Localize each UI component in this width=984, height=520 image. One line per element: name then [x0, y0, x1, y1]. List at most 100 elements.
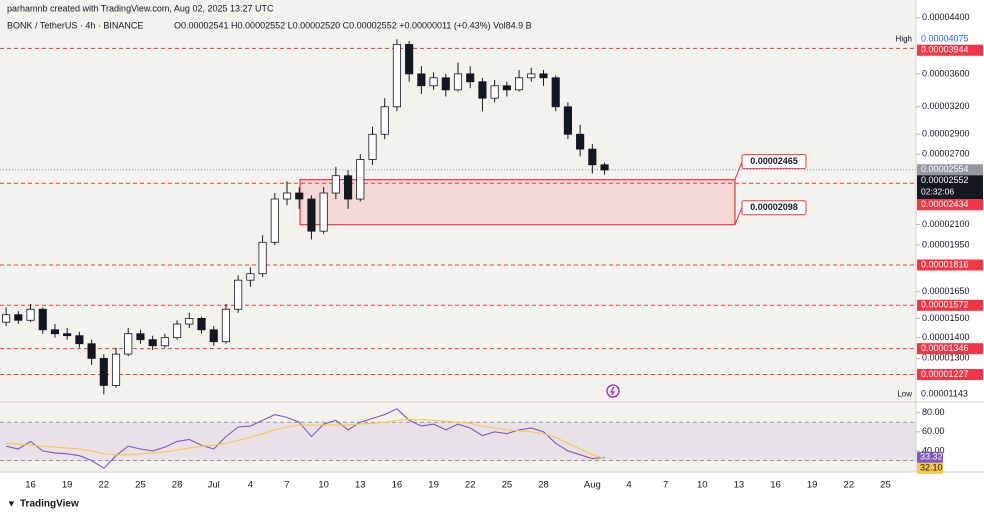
x-tick-label: 4 [248, 480, 253, 491]
low-mark-name: Low [897, 389, 912, 398]
candle-body [307, 198, 316, 232]
high-mark-name: High [896, 34, 912, 43]
level-badge-text: 0.00001572 [921, 300, 969, 310]
candle-body [380, 106, 389, 135]
candle-body [173, 323, 182, 339]
y-tick-label: 80.00 [922, 407, 945, 417]
rsi-band [0, 422, 916, 461]
reference-price-badge-text: 0.00002554 [921, 164, 969, 174]
x-tick-label: 19 [62, 480, 73, 491]
candle-body [63, 333, 72, 337]
candle-body [124, 333, 133, 355]
candle-body [87, 343, 96, 359]
level-badge-text: 0.00001816 [921, 259, 969, 269]
rsi-badge [917, 451, 943, 463]
x-tick-label: 7 [663, 480, 668, 491]
x-tick-label: Jul [208, 480, 220, 491]
candle-body [490, 85, 499, 99]
candle-body [319, 192, 328, 232]
candle-body [75, 335, 84, 345]
brand-logo: ▼ [7, 498, 16, 508]
chart-layer: 0.00004400 0.00003600 0.00003200 0.00002900… [0, 12, 983, 491]
x-tick-label: 22 [844, 480, 855, 491]
candle-body [209, 329, 218, 343]
candle-body [344, 175, 353, 200]
level-badge-text: 0.00002434 [921, 199, 969, 209]
event-icon-bolt [609, 386, 616, 396]
candle-body [295, 192, 304, 200]
x-tick-label: 7 [284, 480, 289, 491]
candle-body [185, 318, 194, 325]
level-badge [917, 199, 983, 211]
x-tick-label: 19 [807, 480, 818, 491]
candle-body [234, 279, 243, 310]
level-badge [917, 44, 983, 56]
level-badge [917, 369, 983, 381]
x-tick-label: Aug [584, 480, 601, 491]
candle-body [405, 44, 414, 75]
x-tick-label: 4 [626, 480, 631, 491]
candle-body [270, 198, 279, 243]
zone-connector [734, 207, 743, 225]
candle-body [356, 159, 365, 200]
candle-body [99, 357, 108, 386]
candle-body [502, 85, 511, 91]
candle-body [14, 314, 23, 321]
candle-body [466, 73, 475, 83]
last-price-badge [917, 175, 983, 200]
x-tick-label: 25 [502, 480, 513, 491]
level-badge [917, 259, 983, 271]
candle-body [453, 73, 463, 91]
low-mark-badge [917, 388, 983, 400]
zone-label: 0.00002098 [750, 202, 798, 212]
zone [299, 179, 736, 226]
candle-body [282, 192, 292, 200]
symbol: BONK / TetherUS · 4h · BINANCE [7, 20, 143, 30]
reference-price-badge [917, 164, 983, 176]
level-badge [917, 299, 983, 311]
y-tick-label: 40.00 [922, 445, 945, 455]
rsi-line [6, 418, 605, 460]
candle-body [197, 318, 206, 331]
x-tick-label: 16 [25, 480, 36, 491]
last-price-badge-text: 0.00002552 [921, 175, 969, 185]
rsi-badge-text: 32.10 [920, 463, 943, 473]
event-icon[interactable] [606, 384, 620, 398]
rsi-badge-text: 33.32 [920, 452, 943, 462]
candle-body [600, 164, 609, 171]
brand: TradingView [20, 499, 79, 510]
y-tick-label: 0.00002100 [922, 219, 970, 229]
candle-body [368, 133, 377, 160]
candle-body [551, 77, 560, 108]
candle-body [417, 73, 426, 87]
zone-label-box [741, 154, 807, 170]
candle-body [246, 273, 255, 281]
x-tick-label: 16 [770, 480, 781, 491]
x-tick-label: 22 [465, 480, 476, 491]
rsi-badge [917, 462, 943, 474]
y-tick-label: 0.00001500 [922, 313, 970, 323]
candle-body [148, 339, 157, 347]
candle-body [331, 175, 340, 194]
zone-label: 0.00002465 [750, 156, 798, 166]
ohlc-legend: O0.00002541 H0.00002552 L0.00002520 C0.0… [174, 20, 532, 30]
x-tick-label: 10 [697, 480, 708, 491]
x-tick-label: 13 [734, 480, 745, 491]
level-badge-text: 0.00001227 [921, 369, 969, 379]
candle-body [258, 241, 267, 275]
candle-body [515, 77, 524, 91]
rsi-line [5, 408, 605, 469]
credit: parhamnb created with TradingView.com, A… [7, 3, 274, 13]
candle-body [221, 308, 231, 343]
candle-body [160, 337, 169, 347]
x-tick-label: 13 [355, 480, 366, 491]
y-tick-label: 0.00001650 [922, 286, 970, 296]
level-badge [917, 343, 983, 355]
level-badge-text: 0.00003944 [921, 45, 969, 55]
x-tick-label: 16 [392, 480, 403, 491]
x-tick-label: 28 [172, 480, 183, 491]
candle-body [392, 44, 401, 108]
x-tick-label: 25 [135, 480, 146, 491]
candle-body [26, 308, 35, 321]
